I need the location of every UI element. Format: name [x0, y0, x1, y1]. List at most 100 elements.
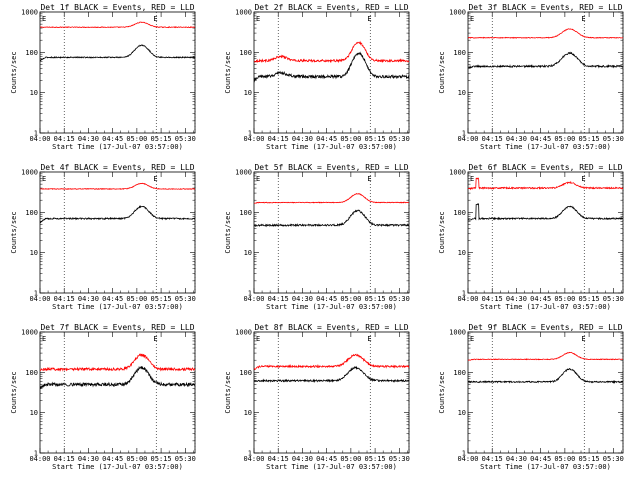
x-tick-label: 05:00	[554, 135, 575, 143]
plot-frame	[467, 11, 624, 134]
y-axis-label: Counts/sec	[438, 51, 446, 93]
plot-frame	[39, 171, 196, 294]
marker-label: E	[153, 335, 157, 343]
y-tick-label: 1000	[21, 169, 38, 177]
lld-series	[254, 40, 409, 64]
plot-frame	[467, 331, 624, 454]
x-tick-label: 04:15	[268, 135, 289, 143]
y-axis-label: Counts/sec	[10, 211, 18, 253]
y-tick-label: 10	[244, 249, 252, 257]
y-axis-label: Counts/sec	[438, 211, 446, 253]
x-tick-label: 04:45	[102, 455, 123, 463]
y-tick-label: 100	[25, 369, 38, 377]
lld-series	[468, 28, 623, 39]
y-tick-label: 100	[453, 369, 466, 377]
y-tick-label: 1	[248, 130, 252, 138]
plot-frame	[253, 331, 410, 454]
y-tick-label: 10	[30, 89, 38, 97]
x-tick-label: 05:15	[151, 455, 172, 463]
y-tick-label: 10	[458, 89, 466, 97]
x-tick-label: 04:30	[292, 295, 313, 303]
panel-4: Det 4f BLACK = Events, RED = LLD E E 04:00 0…	[10, 163, 196, 311]
x-tick-label: 05:15	[579, 135, 600, 143]
plot-frame	[467, 171, 624, 294]
x-tick-label: 05:00	[340, 135, 361, 143]
x-tick-label: 04:00	[243, 295, 264, 303]
panel-title: Det 2f BLACK = Events, RED = LLD	[254, 3, 408, 12]
panel-title: Det 6f BLACK = Events, RED = LLD	[468, 163, 622, 172]
marker-label: E	[153, 175, 157, 183]
y-tick-label: 1000	[449, 9, 466, 17]
marker-label: E	[367, 175, 371, 183]
marker-label: E	[42, 335, 46, 343]
y-tick-label: 1	[462, 130, 466, 138]
x-tick-label: 04:30	[78, 135, 99, 143]
x-tick-label: 04:45	[316, 295, 337, 303]
x-tick-label: 05:15	[365, 455, 386, 463]
x-tick-label: 04:30	[506, 295, 527, 303]
y-tick-label: 100	[239, 369, 252, 377]
x-tick-label: 05:30	[389, 455, 410, 463]
x-tick-label: 04:30	[292, 135, 313, 143]
x-tick-label: 05:00	[126, 135, 147, 143]
events-series	[254, 209, 409, 228]
x-tick-label: 04:15	[54, 135, 75, 143]
marker-label: E	[470, 335, 474, 343]
y-axis-label: Counts/sec	[224, 211, 232, 253]
x-tick-label: 04:30	[506, 135, 527, 143]
panel-8: Det 8f BLACK = Events, RED = LLD E E 04:00 0…	[224, 323, 410, 471]
x-tick-label: 05:15	[151, 295, 172, 303]
plot-frame	[253, 171, 410, 294]
x-tick-label: 05:00	[126, 455, 147, 463]
lld-series	[468, 351, 623, 361]
panel-2: Det 2f BLACK = Events, RED = LLD E E 04:00 0…	[224, 3, 410, 151]
lld-series	[40, 182, 195, 190]
y-axis-label: Counts/sec	[10, 51, 18, 93]
panel-title: Det 4f BLACK = Events, RED = LLD	[40, 163, 194, 172]
x-tick-label: 04:00	[457, 135, 478, 143]
x-tick-label: 04:15	[482, 455, 503, 463]
y-tick-label: 100	[25, 209, 38, 217]
x-axis-label: Start Time (17-Jul-07 03:57:00)	[480, 463, 611, 471]
x-tick-label: 05:00	[554, 295, 575, 303]
x-axis-label: Start Time (17-Jul-07 03:57:00)	[480, 143, 611, 151]
y-tick-label: 1000	[235, 329, 252, 337]
x-tick-label: 04:00	[29, 135, 50, 143]
x-tick-label: 05:15	[365, 295, 386, 303]
panel-5: Det 5f BLACK = Events, RED = LLD E E 04:00 0…	[224, 163, 410, 311]
y-tick-label: 100	[453, 49, 466, 57]
x-tick-label: 04:30	[78, 455, 99, 463]
plot-frame	[39, 331, 196, 454]
x-axis-label: Start Time (17-Jul-07 03:57:00)	[480, 303, 611, 311]
x-axis-label: Start Time (17-Jul-07 03:57:00)	[266, 303, 397, 311]
y-tick-label: 100	[25, 49, 38, 57]
y-tick-label: 100	[239, 49, 252, 57]
y-tick-label: 10	[458, 409, 466, 417]
events-series	[40, 205, 195, 224]
y-tick-label: 100	[453, 209, 466, 217]
y-tick-label: 10	[244, 89, 252, 97]
x-tick-label: 04:45	[530, 135, 551, 143]
y-tick-label: 10	[30, 409, 38, 417]
panel-7: Det 7f BLACK = Events, RED = LLD E E 04:00 0…	[10, 323, 196, 471]
marker-label: E	[256, 335, 260, 343]
lld-series	[468, 177, 623, 191]
y-tick-label: 1000	[449, 169, 466, 177]
panel-title: Det 9f BLACK = Events, RED = LLD	[468, 323, 622, 332]
y-tick-label: 1	[34, 450, 38, 458]
x-tick-label: 04:00	[29, 295, 50, 303]
y-tick-label: 1000	[235, 9, 252, 17]
panel-title: Det 7f BLACK = Events, RED = LLD	[40, 323, 194, 332]
x-tick-label: 04:45	[316, 455, 337, 463]
y-tick-label: 1	[34, 290, 38, 298]
x-tick-label: 04:15	[482, 135, 503, 143]
y-tick-label: 1000	[21, 329, 38, 337]
events-series	[254, 51, 409, 83]
x-tick-label: 04:45	[530, 295, 551, 303]
panel-3: Det 3f BLACK = Events, RED = LLD E E 04:00 0…	[438, 3, 624, 151]
marker-label: E	[581, 15, 585, 23]
x-tick-label: 05:00	[126, 295, 147, 303]
lld-series	[254, 353, 409, 371]
x-tick-label: 04:00	[243, 135, 264, 143]
marker-label: E	[581, 175, 585, 183]
